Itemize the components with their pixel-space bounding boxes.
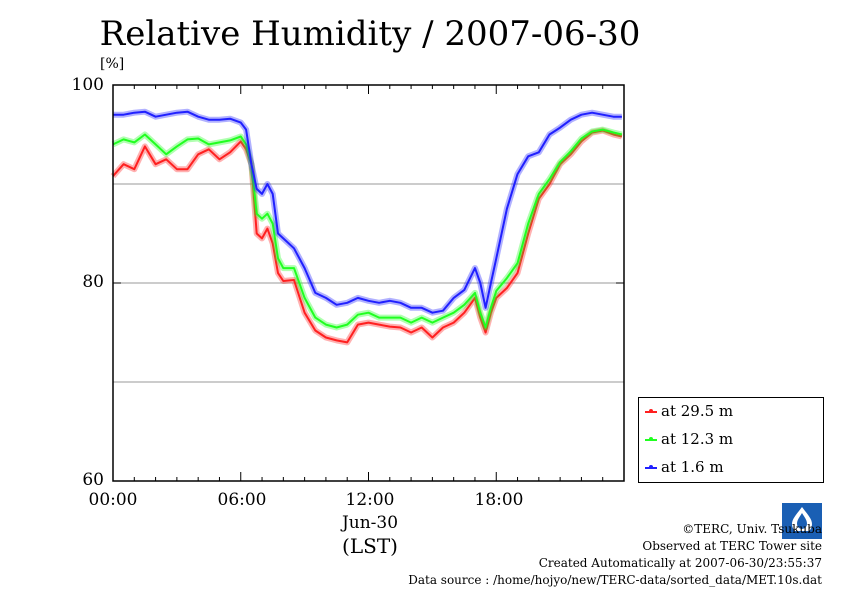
chart-title: Relative Humidity / 2007-06-30 xyxy=(99,14,641,54)
credit-source: Data source : /home/hojyo/new/TERC-data/… xyxy=(408,573,822,587)
x-axis-label: (LST) xyxy=(342,534,398,558)
legend-swatch-blue xyxy=(645,465,657,469)
plot-frame xyxy=(112,84,625,482)
legend-item: at 12.3 m xyxy=(645,430,733,448)
y-axis-unit-label: [%] xyxy=(100,56,125,72)
y-tick-label: 100 xyxy=(71,75,104,95)
credit-created: Created Automatically at 2007-06-30/23:5… xyxy=(538,556,822,570)
logo-text: TERC xyxy=(791,530,813,538)
x-tick-label: 06:00 xyxy=(217,490,267,510)
credit-observed: Observed at TERC Tower site xyxy=(642,539,822,553)
x-tick-label: 18:00 xyxy=(474,490,524,510)
legend-swatch-red xyxy=(645,409,657,413)
x-tick-label: 00:00 xyxy=(88,490,138,510)
x-tick-label: 12:00 xyxy=(345,490,395,510)
legend-label: at 12.3 m xyxy=(661,430,734,448)
legend-swatch-green xyxy=(645,437,657,441)
y-tick-label: 60 xyxy=(82,470,104,490)
credit-copyright: ©TERC, Univ. Tsukuba xyxy=(682,522,822,536)
y-tick-label: 80 xyxy=(82,272,104,292)
terc-logo-icon xyxy=(782,503,822,539)
series-line-2 xyxy=(113,110,622,314)
series-line-0 xyxy=(112,129,623,344)
x-date-label: Jun-30 xyxy=(341,513,399,533)
legend-label: at 1.6 m xyxy=(661,458,724,476)
legend-item: at 1.6 m xyxy=(645,458,724,476)
legend-item: at 29.5 m xyxy=(645,402,733,420)
legend-label: at 29.5 m xyxy=(661,402,734,420)
chart-legend: at 29.5 m at 12.3 m at 1.6 m xyxy=(638,397,824,483)
series-line-1 xyxy=(112,128,623,329)
